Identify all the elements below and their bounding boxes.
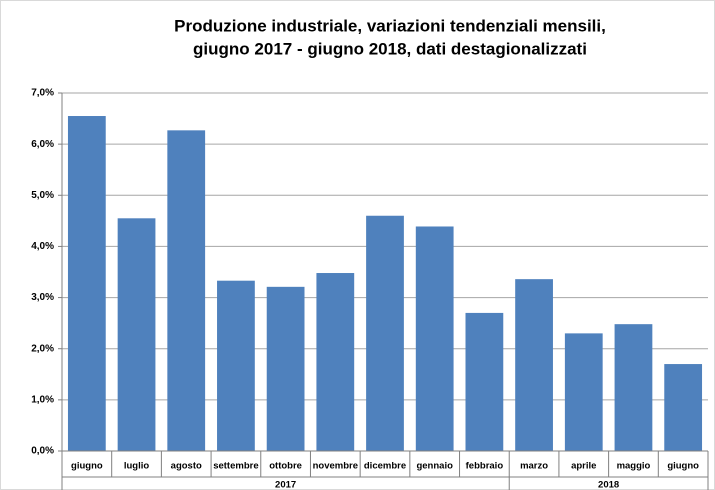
bar xyxy=(366,215,404,451)
y-tick-label: 7,0% xyxy=(31,88,54,99)
bar xyxy=(217,280,255,451)
x-tick-label: ottobre xyxy=(269,461,302,472)
bar xyxy=(266,286,305,451)
x-group-label: 2018 xyxy=(598,480,619,490)
y-tick-label: 5,0% xyxy=(31,190,54,201)
x-tick-label: settembre xyxy=(213,461,258,472)
bar xyxy=(515,279,553,451)
bar xyxy=(415,226,454,451)
x-tick-label: luglio xyxy=(124,461,150,472)
y-tick-label: 3,0% xyxy=(31,292,54,303)
bar xyxy=(465,312,504,451)
y-tick-label: 1,0% xyxy=(31,394,54,405)
bar xyxy=(167,130,206,451)
bar xyxy=(664,364,703,451)
y-tick-label: 0,0% xyxy=(31,446,54,457)
x-group-label: 2017 xyxy=(275,480,296,490)
bar xyxy=(316,273,355,451)
x-tick-label: giugno xyxy=(667,461,699,472)
x-tick-label: febbraio xyxy=(466,461,504,472)
bar xyxy=(67,116,106,451)
x-tick-label: aprile xyxy=(571,461,596,472)
chart-title: Produzione industriale, variazioni tende… xyxy=(174,16,606,35)
y-tick-label: 6,0% xyxy=(31,139,54,150)
x-tick-label: agosto xyxy=(171,461,202,472)
chart-title: giugno 2017 - giugno 2018, dati destagio… xyxy=(193,39,587,58)
bar xyxy=(614,324,653,451)
y-tick-label: 2,0% xyxy=(31,343,54,354)
x-tick-label: novembre xyxy=(313,461,358,472)
bar xyxy=(564,333,603,451)
bar xyxy=(117,218,156,451)
x-tick-label: giugno xyxy=(71,461,103,472)
x-tick-label: gennaio xyxy=(416,461,453,472)
x-tick-label: marzo xyxy=(520,461,548,472)
x-tick-label: maggio xyxy=(617,461,651,472)
x-tick-label: dicembre xyxy=(364,461,406,472)
y-tick-label: 4,0% xyxy=(31,241,54,252)
